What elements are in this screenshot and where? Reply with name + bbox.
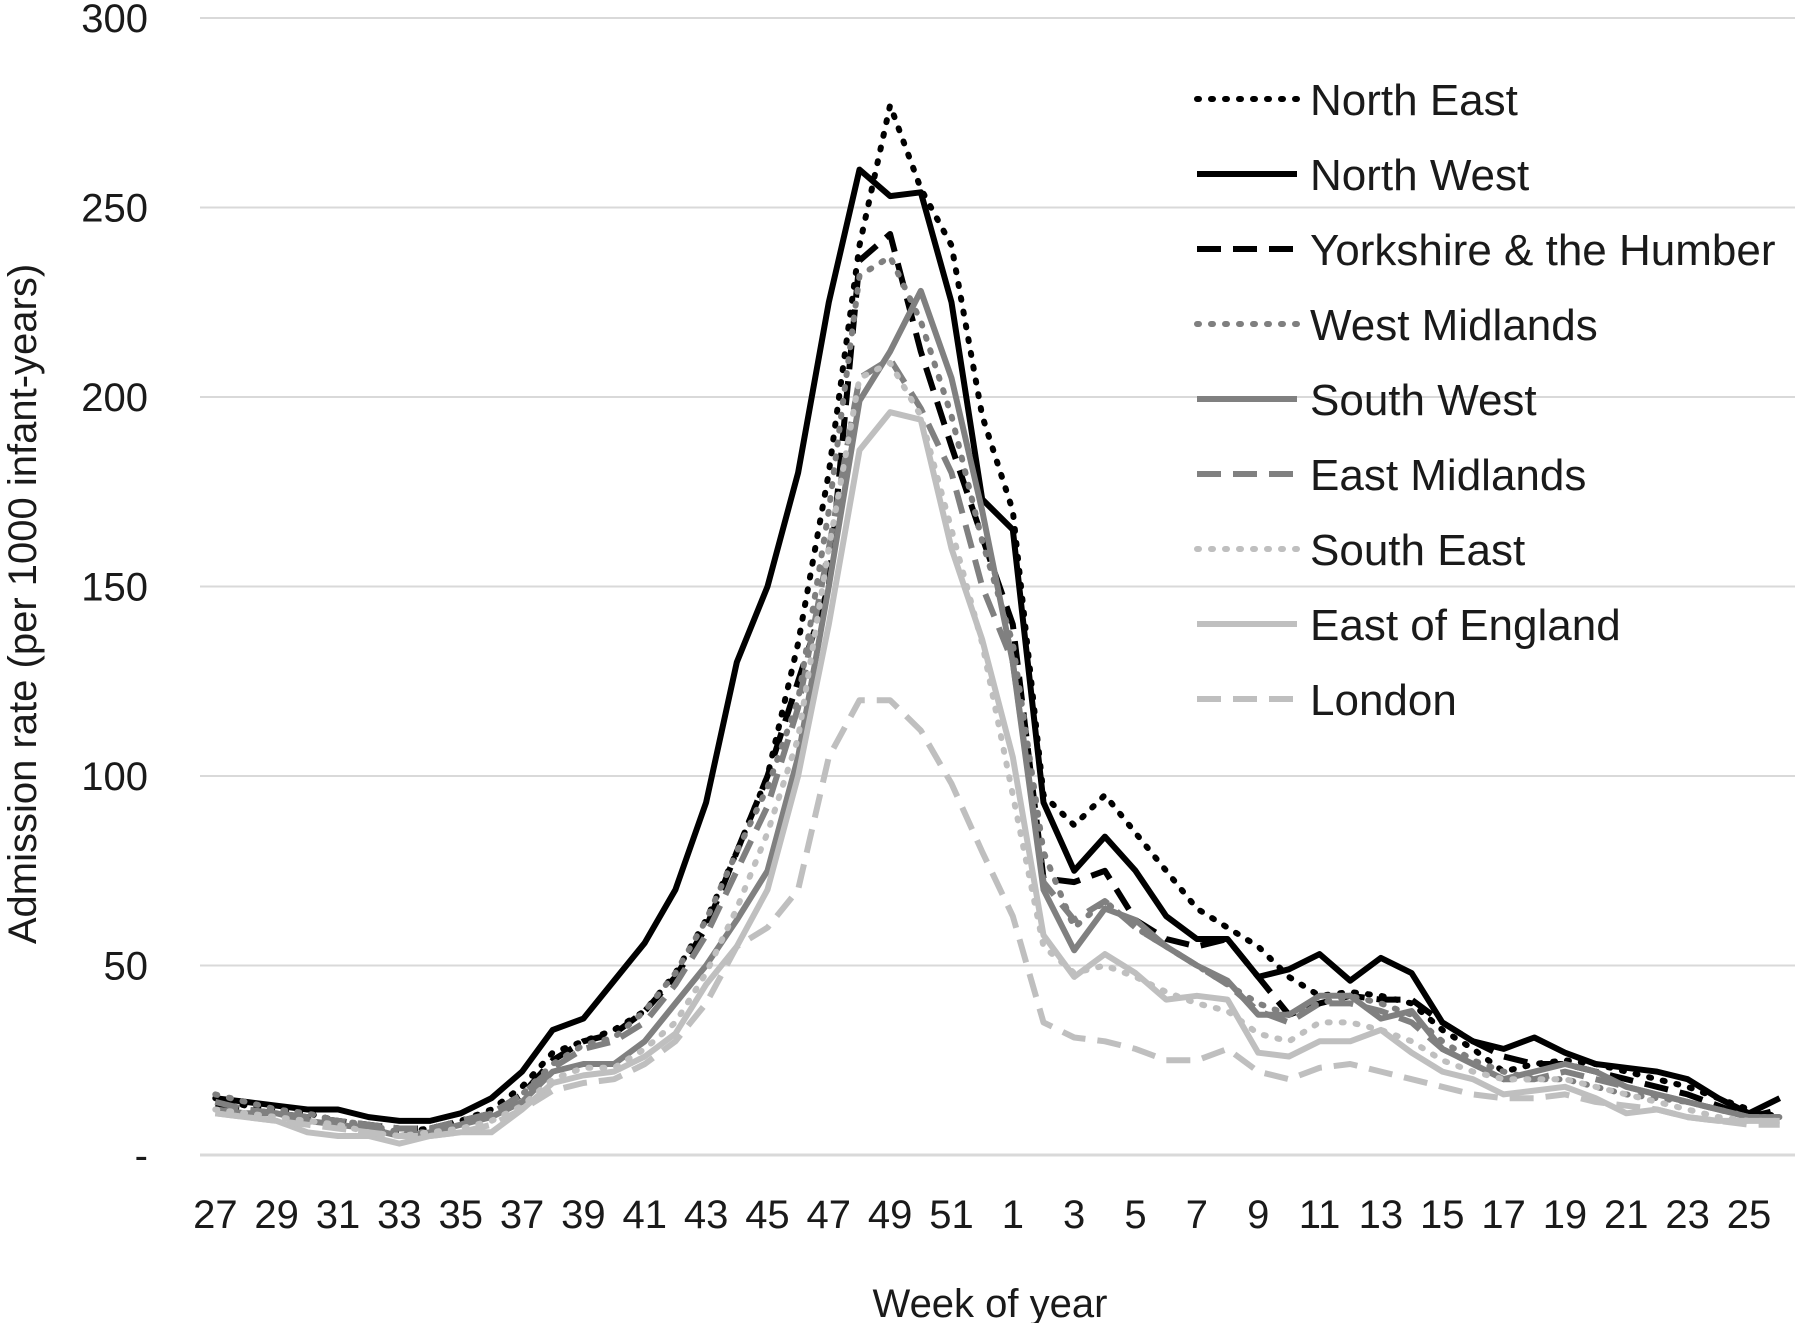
x-tick-label: 35 xyxy=(438,1193,483,1237)
x-tick-label: 9 xyxy=(1247,1193,1269,1237)
series-line xyxy=(214,231,1781,1132)
legend-label: London xyxy=(1310,676,1457,725)
y-tick-label: 200 xyxy=(81,376,148,420)
legend-label: North East xyxy=(1310,76,1518,125)
x-tick-label: 3 xyxy=(1063,1193,1085,1237)
x-axis-title: Week of year xyxy=(873,1282,1108,1323)
x-tick-label: 43 xyxy=(684,1193,729,1237)
series-line xyxy=(212,359,1783,1139)
x-tick-label: 49 xyxy=(868,1193,913,1237)
x-tick-label: 31 xyxy=(316,1193,361,1237)
y-tick-label: 100 xyxy=(81,755,148,799)
x-tick-label: 19 xyxy=(1543,1193,1588,1237)
series-lines xyxy=(212,102,1783,1147)
y-axis-title: Admission rate (per 1000 infant-years) xyxy=(1,264,45,944)
x-tick-label: 45 xyxy=(745,1193,790,1237)
x-tick-label: 25 xyxy=(1727,1193,1772,1237)
x-tick-label: 5 xyxy=(1124,1193,1146,1237)
y-tick-label: 150 xyxy=(81,566,148,610)
series-line xyxy=(214,166,1782,1124)
x-tick-label: 21 xyxy=(1604,1193,1649,1237)
x-tick-label: 39 xyxy=(561,1193,606,1237)
series-line xyxy=(214,287,1780,1139)
x-tick-label: 27 xyxy=(193,1193,238,1237)
series-line xyxy=(214,356,1780,1132)
x-tick-label: 7 xyxy=(1186,1193,1208,1237)
x-tick-label: 1 xyxy=(1002,1193,1024,1237)
legend-label: East Midlands xyxy=(1310,451,1586,500)
legend-label: South West xyxy=(1310,376,1537,425)
y-tick-label: 50 xyxy=(104,945,149,989)
legend: North East North West Yorkshire & the Humb… xyxy=(1194,76,1775,725)
legend-label: Yorkshire & the Humber xyxy=(1310,226,1775,275)
y-tick-label: - xyxy=(135,1134,148,1178)
y-tick-labels: - 50 100 150 200 250 300 xyxy=(81,0,148,1178)
legend-label: East of England xyxy=(1310,601,1621,650)
y-tick-label: 250 xyxy=(81,187,148,231)
x-tick-label: 11 xyxy=(1299,1193,1341,1237)
x-tick-label: 23 xyxy=(1665,1193,1710,1237)
x-tick-label: 51 xyxy=(929,1193,974,1237)
x-tick-label: 37 xyxy=(500,1193,545,1237)
x-tick-label: 29 xyxy=(254,1193,299,1237)
y-tick-label: 300 xyxy=(81,0,148,41)
x-tick-label: 47 xyxy=(807,1193,852,1237)
x-tick-label: 15 xyxy=(1420,1193,1465,1237)
legend-label: West Midlands xyxy=(1310,301,1598,350)
x-tick-label: 33 xyxy=(377,1193,422,1237)
x-tick-label: 17 xyxy=(1481,1193,1526,1237)
series-line xyxy=(214,697,1780,1139)
legend-label: South East xyxy=(1310,526,1525,575)
x-tick-labels: 27 29 31 33 35 37 39 41 43 45 47 49 51 1 3 5 7 9 11 13 15 17 1… xyxy=(193,1193,1771,1237)
series-line xyxy=(214,409,1780,1147)
legend-label: North West xyxy=(1310,151,1529,200)
x-tick-label: 13 xyxy=(1359,1193,1404,1237)
x-tick-label: 41 xyxy=(623,1193,668,1237)
